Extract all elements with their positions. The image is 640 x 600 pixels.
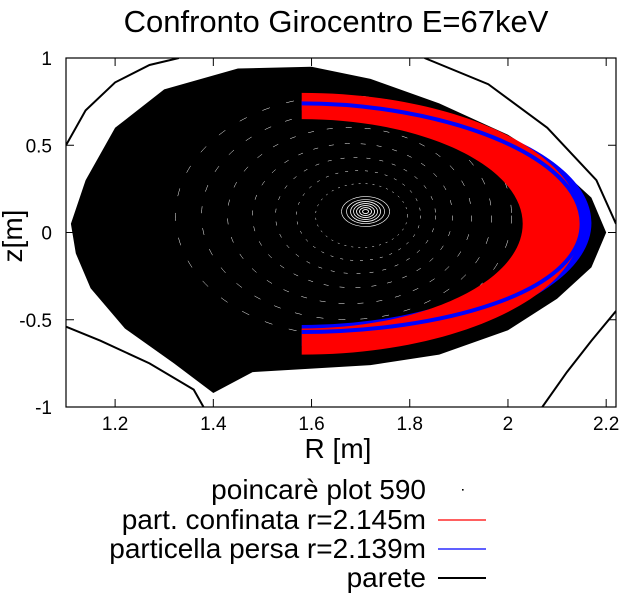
flux-surface-ring: [359, 207, 373, 217]
orbit-lost-overlap: [301, 101, 584, 334]
wall-segment: [541, 310, 616, 407]
y-tick-label: -1: [35, 398, 52, 419]
legend-label: part. confinata r=2.145m: [122, 504, 426, 535]
y-tick-label: 1: [41, 49, 52, 70]
flux-surface-ring: [296, 170, 421, 261]
axis-ticks: 1.2 1.4 1.6 1.8 2 2.2 1 0.5 0 -0.5 -1: [19, 49, 619, 435]
flux-surface-ring: [341, 196, 390, 227]
y-tick-label: 0.5: [26, 136, 52, 157]
flux-surface-ring: [227, 127, 472, 304]
x-tick-label: 2.2: [593, 414, 619, 435]
flux-surface-ring: [356, 205, 376, 219]
flux-surface-ring: [346, 199, 385, 224]
legend-swatch: [462, 489, 464, 491]
legend-label: particella persa r=2.139m: [109, 533, 426, 564]
x-tick-label: 1.4: [200, 414, 227, 435]
flux-surface-ring: [353, 203, 378, 220]
chart-title: Confronto Girocentro E=67keV: [124, 4, 549, 39]
y-tick-label: 0: [41, 224, 52, 245]
y-axis-label: z[m]: [0, 210, 28, 263]
flux-surface-ring: [350, 201, 381, 222]
flux-surface-ring: [201, 111, 492, 320]
plot-content: [66, 58, 616, 407]
wall-segment: [66, 325, 205, 407]
x-tick-label: 2: [503, 414, 514, 435]
flux-surface-ring: [275, 157, 436, 274]
x-tick-label: 1.6: [298, 414, 324, 435]
legend-label: poincarè plot 590: [211, 474, 426, 505]
legend-label: parete: [347, 562, 426, 593]
flux-surface-ring: [315, 183, 408, 248]
y-tick-label: -0.5: [19, 311, 52, 332]
wall-segment: [424, 58, 616, 225]
orbit-confined-particle: [301, 92, 582, 355]
x-tick-label: 1.8: [397, 414, 423, 435]
x-tick-label: 1.2: [102, 414, 128, 435]
wall-segment: [66, 58, 180, 146]
orbit-lost-stripe: [301, 101, 584, 334]
x-axis-label: R [m]: [305, 433, 372, 464]
flux-surface-ring: [252, 143, 453, 288]
flux-surface-ring: [362, 209, 370, 215]
